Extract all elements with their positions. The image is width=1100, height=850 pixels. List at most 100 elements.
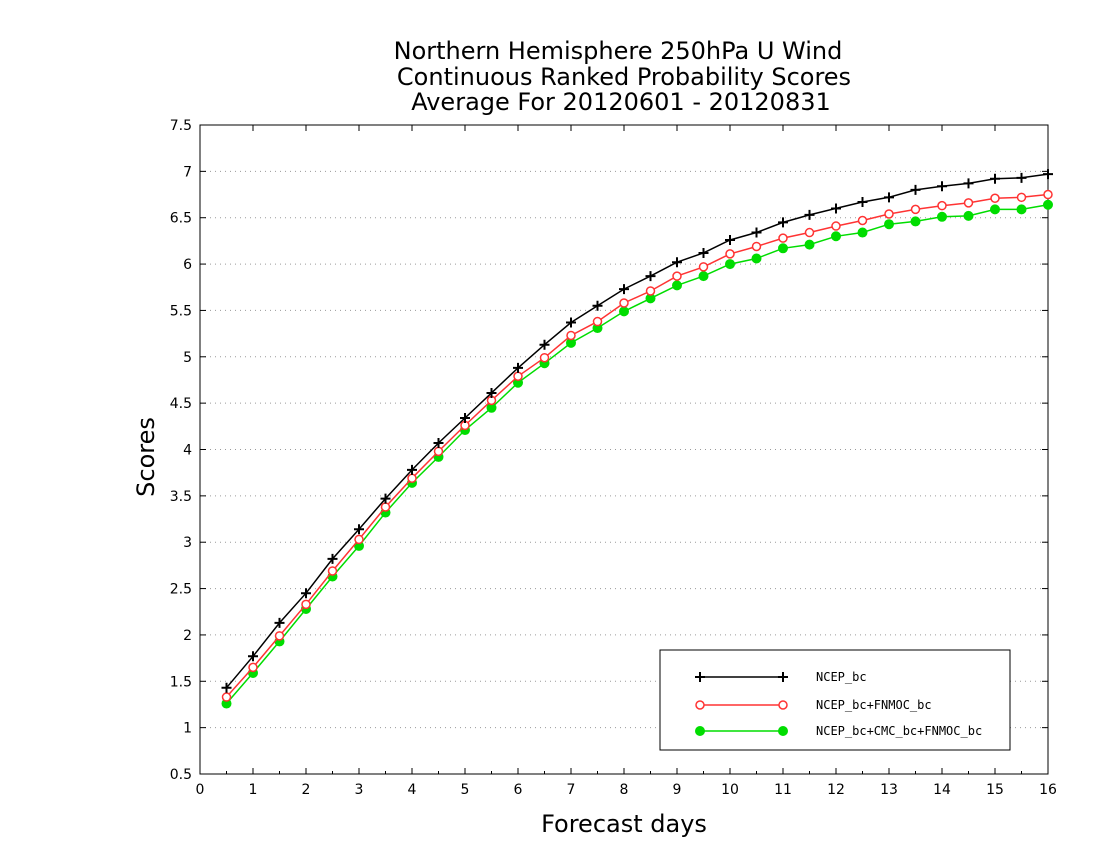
series-2-point: [857, 215, 868, 226]
legend-item-3-label: NCEP_bc+CMC_bc+FNMOC_bc: [816, 724, 982, 738]
y-tick-label: 2: [183, 628, 192, 644]
series-1-point: [937, 181, 947, 192]
series-1-point: [566, 317, 576, 328]
series-2-point: [778, 233, 788, 243]
series-2-point: [831, 221, 841, 231]
y-tick-label: 1: [183, 721, 192, 737]
legend-item-3-marker-right-point: [778, 726, 788, 736]
series-1-point: [221, 682, 232, 693]
series-2-point: [619, 298, 629, 308]
series-1-point: [831, 203, 841, 214]
series-1-point: [460, 412, 470, 423]
y-tick-label: 1.5: [170, 674, 192, 690]
series-1-point: [433, 438, 444, 449]
series-2: [221, 189, 1053, 702]
series-2-point: [354, 534, 364, 545]
series-2-point: [407, 473, 417, 483]
series-1-point: [407, 464, 417, 475]
series-2-point: [513, 371, 523, 382]
x-tick-label: 15: [986, 782, 1004, 798]
legend: NCEP_bc NCEP_bc+FNMOC_bc NCEP_bc+CMC_bc+FN…: [659, 649, 1011, 751]
series-2-point: [301, 599, 311, 610]
series-1-point: [248, 651, 258, 662]
grid-lines: [200, 170, 1048, 729]
series-2-point: [645, 286, 656, 296]
series-3-point: [725, 259, 735, 270]
series-2-point: [380, 502, 391, 512]
series-1-point: [698, 247, 709, 258]
x-tick-label: 6: [514, 782, 523, 798]
series-2-point: [910, 204, 921, 215]
x-tick-label: 12: [827, 782, 845, 798]
series-1-point: [672, 257, 682, 268]
series-1-point: [990, 173, 1000, 184]
series-1-point: [804, 209, 815, 220]
x-tick-label: 4: [408, 782, 417, 798]
series-1-point: [963, 178, 974, 189]
series-2-point: [1043, 189, 1053, 200]
series-3-point: [1016, 204, 1027, 215]
y-axis: 0.5 1 1.5 2 2.5 3 3.5 4 4.5 5 5.5 6 6.5 7 7.5: [170, 118, 1048, 783]
x-tick-label: 11: [774, 782, 792, 798]
x-tick-label: 7: [567, 782, 576, 798]
series-3-point: [751, 253, 762, 264]
y-tick-label: 4: [183, 443, 192, 459]
series-1-point: [327, 553, 338, 564]
series-2-point: [433, 446, 444, 457]
x-tick-label: 9: [673, 782, 682, 798]
series-1-point: [380, 493, 391, 504]
series-1-point: [486, 387, 497, 398]
series-1-point: [592, 300, 603, 311]
x-tick-label: 0: [196, 782, 205, 798]
series-2-point: [963, 198, 974, 208]
x-tick-label: 3: [355, 782, 364, 798]
x-tick-label: 16: [1039, 782, 1057, 798]
legend-item-2-label: NCEP_bc+FNMOC_bc: [816, 698, 932, 712]
series-2-point: [1016, 192, 1027, 203]
series-3-point: [937, 211, 947, 222]
series-3-point: [1043, 199, 1053, 210]
y-tick-label: 3: [183, 535, 192, 551]
y-tick-label: 5.5: [170, 303, 192, 319]
series-2-point: [884, 209, 894, 219]
y-tick-label: 2.5: [170, 582, 192, 598]
x-tick-label: 2: [302, 782, 311, 798]
chart-title-line-2: Continuous Ranked Probability Scores: [397, 63, 851, 91]
series-2-point: [725, 249, 735, 259]
chart-title-line-1: Northern Hemisphere 250hPa U Wind: [394, 37, 843, 65]
legend-box: [659, 649, 1011, 751]
series-1-point: [619, 284, 629, 295]
x-tick-label: 8: [620, 782, 629, 798]
series-1-point: [910, 184, 921, 195]
y-tick-label: 0.5: [170, 767, 192, 783]
series-3: [221, 199, 1053, 709]
series-1-point: [274, 617, 285, 628]
series-2-point: [804, 227, 815, 238]
x-tick-label: 10: [721, 782, 739, 798]
series-2-point: [539, 352, 550, 363]
legend-item-1: NCEP_bc: [695, 670, 867, 684]
series-3-point: [698, 271, 709, 282]
series-2-point: [698, 262, 709, 272]
series-2-point: [751, 241, 762, 252]
y-tick-label: 7: [183, 164, 192, 180]
x-axis: 0 1 2 3 4 5 6 7 8 9 10 11 12 13 14 15 16: [196, 125, 1057, 798]
series-2-point: [592, 316, 603, 327]
legend-item-1-marker-left-point: [695, 672, 705, 682]
series-1-point: [884, 192, 894, 203]
y-tick-label: 3.5: [170, 489, 192, 505]
y-tick-label: 6: [183, 257, 192, 273]
series-2-point: [221, 692, 232, 702]
series-3-point: [804, 239, 815, 250]
x-tick-label: 5: [461, 782, 470, 798]
legend-item-3-marker-left-point: [695, 726, 705, 736]
series-2-point: [327, 566, 338, 576]
x-tick-label: 1: [249, 782, 258, 798]
series-2-line: [225, 193, 1049, 698]
series-3-point: [778, 243, 788, 254]
series-2-point: [672, 271, 682, 281]
series-3-point: [963, 210, 974, 221]
legend-item-2: NCEP_bc+FNMOC_bc: [695, 698, 932, 712]
legend-item-1-marker-right-point: [778, 672, 788, 682]
x-tick-label: 14: [933, 782, 951, 798]
